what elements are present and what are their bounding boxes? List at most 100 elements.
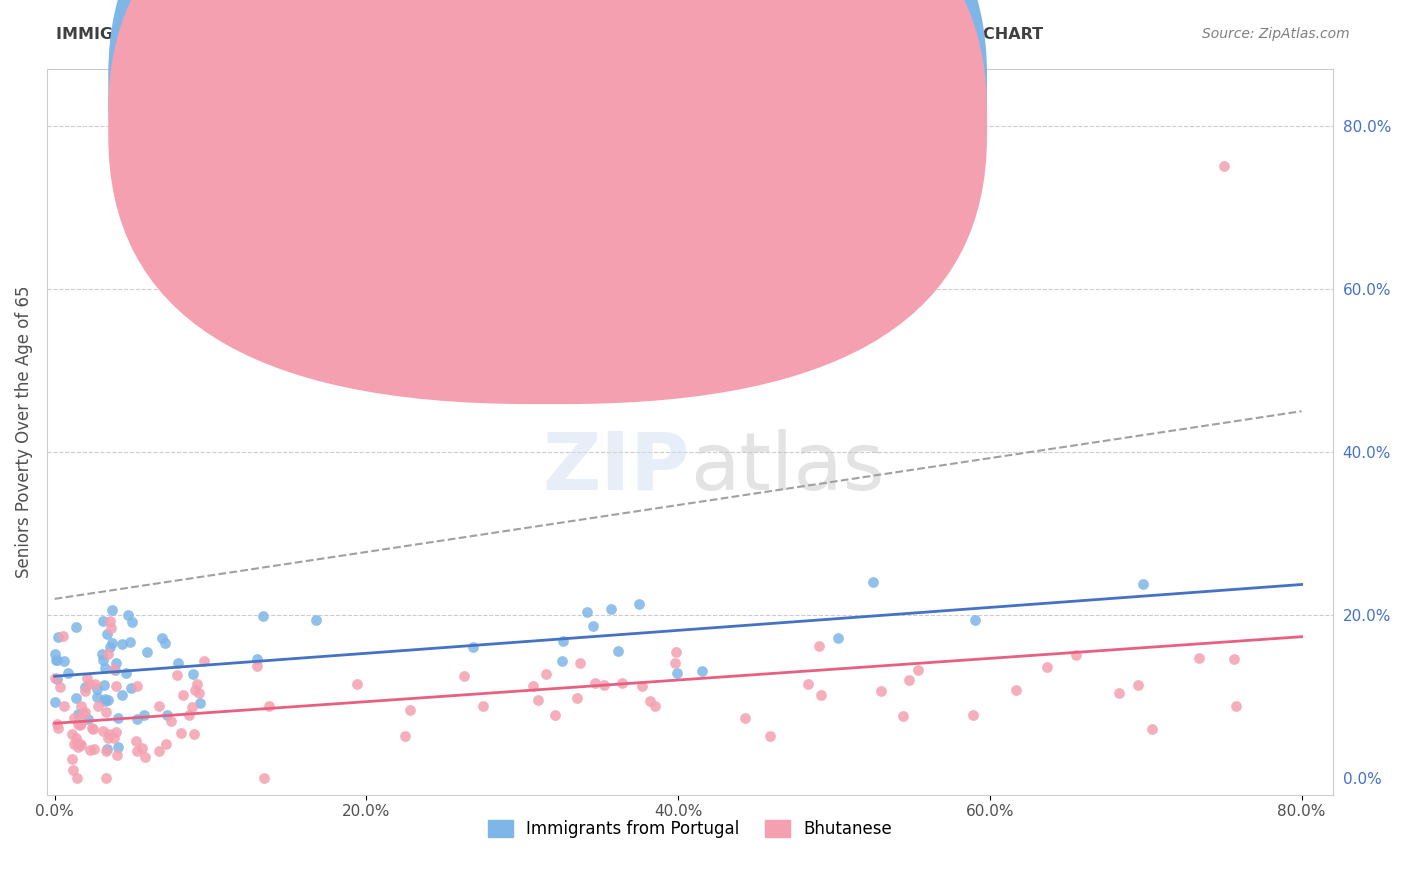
Point	[82, 722, 104, 736]
Point	[69, 737, 91, 751]
Point	[87, 699, 110, 714]
Point	[100, 621, 122, 635]
Point	[156, 707, 179, 722]
Point	[628, 597, 651, 611]
Point	[898, 673, 921, 687]
Point	[97, 727, 120, 741]
Point	[91, 614, 114, 628]
Point	[52, 699, 75, 714]
Point	[107, 711, 129, 725]
Point	[97, 647, 120, 661]
Point	[630, 679, 652, 693]
Point	[188, 686, 211, 700]
Point	[105, 724, 128, 739]
Point	[77, 677, 100, 691]
Point	[98, 614, 121, 628]
Point	[305, 613, 328, 627]
Point	[104, 656, 127, 670]
Point	[104, 679, 127, 693]
Point	[48, 721, 70, 735]
Point	[60, 752, 83, 766]
Point	[136, 645, 159, 659]
Point	[259, 699, 281, 714]
Point	[891, 709, 914, 723]
Point	[65, 690, 87, 705]
Point	[522, 679, 544, 693]
Point	[246, 658, 269, 673]
Point	[72, 706, 94, 720]
Point	[65, 620, 87, 634]
Point	[862, 575, 884, 590]
Point	[117, 607, 139, 622]
Point	[599, 601, 621, 615]
Point	[665, 645, 688, 659]
Point	[132, 707, 155, 722]
Point	[177, 708, 200, 723]
Y-axis label: Seniors Poverty Over the Age of 65: Seniors Poverty Over the Age of 65	[15, 285, 32, 578]
Point	[907, 663, 929, 677]
Point	[461, 640, 484, 654]
Point	[45, 653, 67, 667]
Point	[734, 711, 756, 725]
Point	[184, 682, 207, 697]
Point	[60, 727, 83, 741]
Point	[120, 634, 142, 648]
Text: IMMIGRANTS FROM PORTUGAL VS BHUTANESE SENIORS POVERTY OVER THE AGE OF 65 CORRELA: IMMIGRANTS FROM PORTUGAL VS BHUTANESE SE…	[56, 27, 1043, 42]
Point	[644, 699, 666, 714]
Point	[1140, 722, 1163, 736]
Point	[245, 652, 267, 666]
Point	[148, 698, 170, 713]
Point	[103, 662, 125, 676]
Point	[181, 666, 204, 681]
Point	[582, 618, 605, 632]
Point	[65, 731, 87, 745]
Point	[63, 737, 86, 751]
Point	[544, 708, 567, 723]
Point	[180, 700, 202, 714]
Point	[83, 742, 105, 756]
Point	[127, 744, 149, 758]
Point	[79, 743, 101, 757]
Point	[472, 699, 495, 714]
Point	[100, 603, 122, 617]
Point	[75, 705, 97, 719]
Point	[100, 636, 122, 650]
Point	[394, 730, 416, 744]
Point	[110, 637, 132, 651]
Point	[111, 689, 134, 703]
Point	[66, 772, 89, 786]
Point	[1064, 648, 1087, 662]
Point	[665, 666, 688, 681]
Point	[346, 677, 368, 691]
Point	[252, 609, 274, 624]
Text: Source: ZipAtlas.com: Source: ZipAtlas.com	[1202, 27, 1350, 41]
Point	[125, 734, 148, 748]
Point	[46, 672, 69, 686]
Point	[1188, 650, 1211, 665]
Point	[66, 716, 89, 731]
Point	[827, 631, 849, 645]
Point	[84, 677, 107, 691]
Point	[810, 688, 832, 702]
Point	[121, 615, 143, 630]
Point	[253, 772, 276, 786]
Point	[67, 739, 90, 754]
Point	[160, 714, 183, 728]
Point	[638, 694, 661, 708]
Point	[188, 696, 211, 710]
Point	[1036, 660, 1059, 674]
Point	[120, 681, 142, 695]
Point	[86, 690, 108, 704]
Point	[69, 738, 91, 752]
Point	[103, 731, 125, 745]
Point	[1225, 699, 1247, 714]
Point	[44, 647, 66, 661]
Point	[167, 656, 190, 670]
Text: R =  0.139   N = 107: R = 0.139 N = 107	[575, 114, 748, 132]
Point	[664, 657, 686, 671]
Point	[91, 647, 114, 661]
Point	[536, 667, 558, 681]
Text: ZIP: ZIP	[543, 429, 690, 507]
Point	[86, 682, 108, 697]
Point	[97, 731, 120, 746]
